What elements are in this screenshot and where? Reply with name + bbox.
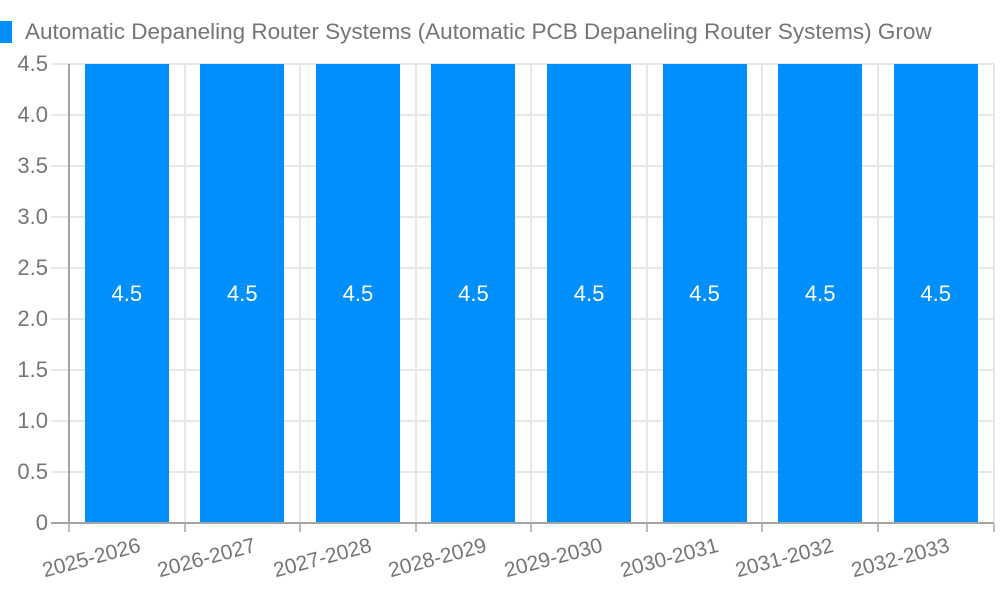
y-axis-line (68, 64, 70, 525)
y-gridline (51, 165, 994, 167)
bar (431, 64, 516, 523)
y-axis-tick-label: 1.0 (17, 408, 48, 433)
y-gridline (51, 267, 994, 269)
x-axis-tick-mark (761, 524, 764, 532)
bar-value-label: 4.5 (804, 280, 836, 306)
y-gridline (51, 216, 994, 218)
x-gridline (876, 64, 879, 523)
x-axis-tick-mark (183, 524, 186, 532)
bar-value-label: 4.5 (227, 280, 258, 306)
y-axis-tick-label: 4.5 (17, 51, 48, 76)
chart-title: Automatic Depaneling Router Systems (Aut… (25, 19, 932, 44)
bar-value-label: 4.5 (111, 280, 143, 306)
bar (893, 64, 978, 523)
x-axis-tick-mark (414, 524, 417, 532)
series-color-marker-icon (0, 21, 12, 43)
y-axis-tick-label: 0 (35, 510, 48, 535)
y-gridline (51, 114, 994, 116)
x-gridline (761, 64, 764, 523)
y-axis-tick-label: 0.5 (17, 459, 48, 484)
y-gridline (51, 471, 994, 473)
plot-area: 0 0.5 1.0 1.5 2.0 2.5 3.0 3.5 4.0 4.5 4.5 4.5 4.5 4.5… (17, 51, 995, 582)
bar (315, 64, 400, 523)
x-axis-tick-mark (530, 524, 533, 532)
bar (778, 64, 863, 523)
x-gridline (299, 64, 302, 523)
y-gridline (51, 420, 994, 422)
bar (547, 64, 632, 523)
bar-value-label: 4.5 (458, 280, 489, 306)
x-axis-tick-mark (68, 524, 70, 532)
y-axis-tick-label: 1.5 (17, 357, 48, 382)
x-gridline (992, 64, 995, 523)
bar-value-label: 4.5 (689, 280, 720, 306)
x-axis-tick-mark (645, 524, 648, 532)
bar (200, 64, 285, 523)
y-axis-tick-label: 3.0 (17, 204, 48, 229)
x-axis-line (51, 522, 994, 524)
x-axis-tick-mark (876, 524, 879, 532)
bar (662, 64, 747, 523)
y-axis-tick-label: 3.5 (17, 153, 48, 178)
x-axis-tick-mark (992, 524, 995, 532)
y-axis-tick-label: 4.0 (17, 102, 48, 127)
bar-value-label: 4.5 (342, 280, 374, 306)
bar-chart: Automatic Depaneling Router Systems (Aut… (0, 0, 1000, 583)
y-axis-tick-label: 2.0 (17, 306, 48, 331)
chart-header: Automatic Depaneling Router Systems (Aut… (0, 0, 1000, 50)
x-gridline (530, 64, 533, 523)
y-gridline (51, 63, 994, 65)
x-gridline (183, 64, 186, 523)
y-axis-tick-label: 2.5 (17, 255, 48, 280)
bar-value-label: 4.5 (920, 280, 952, 306)
y-gridline (51, 318, 994, 320)
x-gridline (645, 64, 648, 523)
x-axis-tick-mark (299, 524, 302, 532)
bar-value-label: 4.5 (573, 280, 605, 306)
bar (84, 64, 169, 523)
y-gridline (51, 369, 994, 371)
x-gridline (414, 64, 417, 523)
